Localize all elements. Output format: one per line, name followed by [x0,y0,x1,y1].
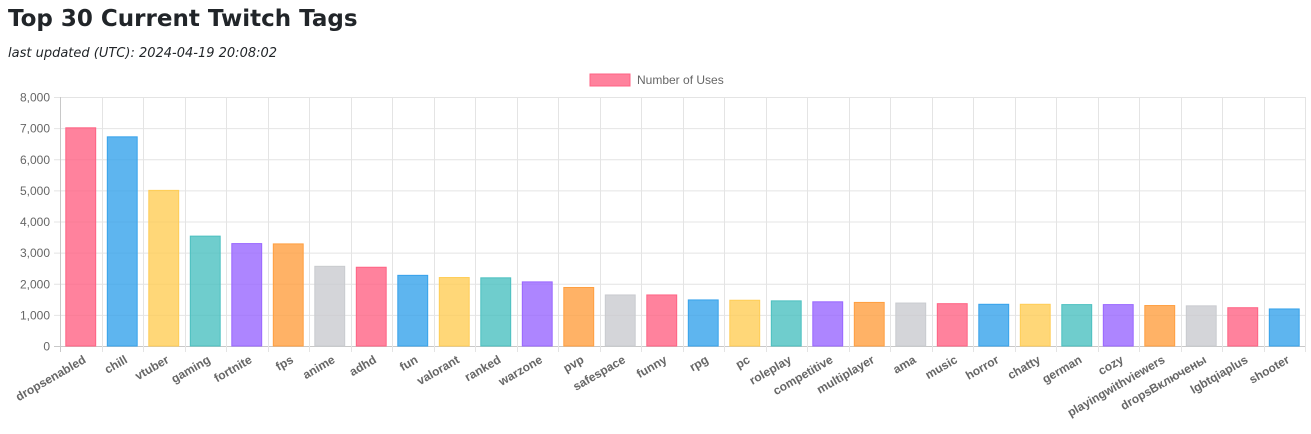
x-tick-label: dropsenabled [13,352,88,403]
bar-pc [729,299,761,347]
x-tick-label: fortnite [211,352,254,385]
bar-lgbtqiaplus [1227,307,1259,347]
bar-valorant [438,277,470,347]
x-tick-label: funny [634,352,670,381]
x-tick-label: adhd [347,352,379,378]
x-tick-label: warzone [495,352,545,389]
x-tick-label: fps [273,352,296,373]
y-tick-label: 8,000 [20,91,50,105]
bar-playingwithviewers [1144,305,1176,347]
bar-music [936,303,968,347]
y-tick-label: 4,000 [20,215,50,229]
y-tick-label: 1,000 [20,308,50,322]
bar-adhd [355,266,387,347]
bar-dropsenabled [65,127,97,347]
bar-safespace [604,294,636,347]
bar-competitive [812,301,844,347]
page-title: Top 30 Current Twitch Tags [8,6,358,32]
bar-dropsВключены [1185,305,1217,347]
y-tick-label: 7,000 [20,122,50,136]
x-tick-label: pc [733,352,752,371]
x-tick-label: chatty [1005,352,1043,382]
y-tick-label: 0 [43,340,50,354]
y-tick-label: 3,000 [20,246,50,260]
bar-multiplayer [853,301,885,347]
y-tick-label: 6,000 [20,153,50,167]
x-tick-label: fun [397,352,420,373]
bar-chill [106,136,138,347]
bar-roleplay [770,300,802,347]
bar-fortnite [231,243,263,347]
x-tick-label: gaming [169,352,213,385]
bar-gaming [189,235,221,347]
legend-label: Number of Uses [637,73,724,87]
y-tick-label: 5,000 [20,184,50,198]
bar-vtuber [148,189,180,347]
bar-cozy [1102,304,1134,347]
x-tick-label: music [923,352,960,382]
bar-warzone [521,281,553,347]
x-tick-label: chill [102,352,130,376]
x-tick-label: shooter [1247,352,1292,386]
x-tick-label: vtuber [132,352,171,383]
bar-anime [314,265,346,347]
bar-chatty [1019,303,1051,347]
x-tick-label: ama [890,352,918,376]
legend-swatch [589,73,631,87]
bar-fps [272,243,304,347]
bar-fun [397,274,429,347]
bar-horror [978,303,1010,347]
x-tick-label: rpg [687,352,711,374]
bar-ama [895,302,927,347]
bar-shooter [1268,308,1300,347]
x-tick-label: valorant [414,352,461,387]
x-tick-label: anime [300,352,337,382]
bar-funny [646,294,678,347]
bar-pvp [563,286,595,347]
x-tick-label: german [1040,352,1085,386]
y-tick-label: 2,000 [20,277,50,291]
x-tick-label: horror [963,352,1001,382]
last-updated: last updated (UTC): 2024-04-19 20:08:02 [8,46,278,61]
bar-rpg [687,299,719,347]
x-tick-label: pvp [561,352,586,375]
bar-ranked [480,277,512,347]
bar-german [1061,304,1093,347]
